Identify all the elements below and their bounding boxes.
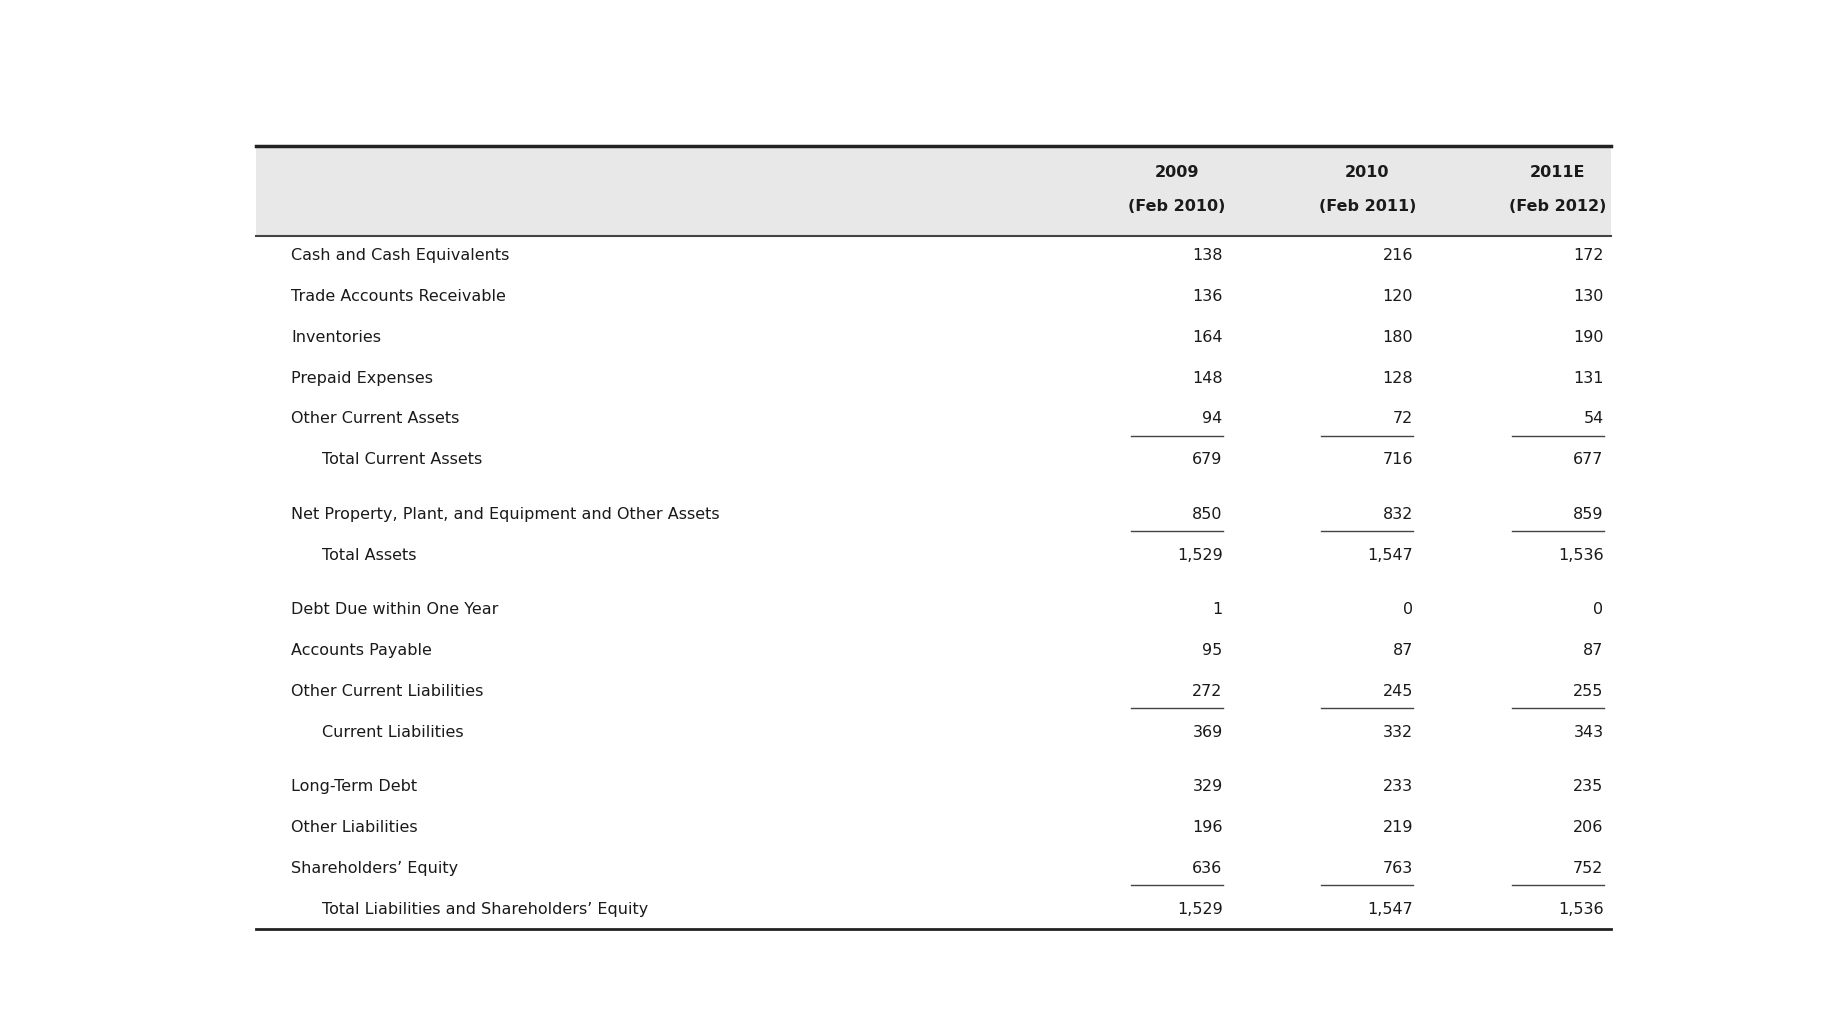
Text: 0: 0 (1402, 602, 1413, 617)
Text: Long-Term Debt: Long-Term Debt (291, 779, 417, 794)
Text: 1,529: 1,529 (1176, 547, 1222, 562)
Text: (Feb 2010): (Feb 2010) (1127, 199, 1226, 215)
Text: 850: 850 (1193, 506, 1222, 522)
Text: 1,536: 1,536 (1559, 547, 1604, 562)
Text: Total Assets: Total Assets (322, 547, 417, 562)
Text: 1,536: 1,536 (1559, 901, 1604, 916)
Text: 716: 716 (1382, 452, 1413, 467)
Text: Total Liabilities and Shareholders’ Equity: Total Liabilities and Shareholders’ Equi… (322, 901, 648, 916)
Text: 1,547: 1,547 (1368, 901, 1413, 916)
Text: 245: 245 (1382, 683, 1413, 699)
Text: 859: 859 (1573, 506, 1604, 522)
Text: 255: 255 (1573, 683, 1604, 699)
Text: 752: 752 (1573, 860, 1604, 876)
Text: Other Current Assets: Other Current Assets (291, 411, 459, 426)
Text: 636: 636 (1193, 860, 1222, 876)
Text: 233: 233 (1382, 779, 1413, 794)
Text: Other Current Liabilities: Other Current Liabilities (291, 683, 484, 699)
Text: 196: 196 (1193, 820, 1222, 835)
Text: Debt Due within One Year: Debt Due within One Year (291, 602, 499, 617)
Text: 2009: 2009 (1155, 165, 1198, 180)
Text: 180: 180 (1382, 330, 1413, 345)
Text: 369: 369 (1193, 724, 1222, 739)
Text: 164: 164 (1193, 330, 1222, 345)
Bar (255, 145, 1612, 236)
Text: 95: 95 (1202, 643, 1222, 658)
Text: 1: 1 (1213, 602, 1222, 617)
Text: 0: 0 (1593, 602, 1604, 617)
Text: Cash and Cash Equivalents: Cash and Cash Equivalents (291, 248, 510, 263)
Text: 172: 172 (1573, 248, 1604, 263)
Text: Trade Accounts Receivable: Trade Accounts Receivable (291, 289, 506, 304)
Text: 343: 343 (1573, 724, 1604, 739)
Text: 677: 677 (1573, 452, 1604, 467)
Text: 216: 216 (1382, 248, 1413, 263)
Text: 332: 332 (1382, 724, 1413, 739)
Text: Inventories: Inventories (291, 330, 381, 345)
Text: 206: 206 (1573, 820, 1604, 835)
Text: 832: 832 (1382, 506, 1413, 522)
Text: Current Liabilities: Current Liabilities (322, 724, 464, 739)
Text: Prepaid Expenses: Prepaid Expenses (291, 370, 433, 385)
Text: 329: 329 (1193, 779, 1222, 794)
Text: 763: 763 (1382, 860, 1413, 876)
Text: 272: 272 (1193, 683, 1222, 699)
Text: 120: 120 (1382, 289, 1413, 304)
Text: 94: 94 (1202, 411, 1222, 426)
Text: 87: 87 (1393, 643, 1413, 658)
Text: (Feb 2011): (Feb 2011) (1318, 199, 1417, 215)
Text: 87: 87 (1582, 643, 1604, 658)
Text: Shareholders’ Equity: Shareholders’ Equity (291, 860, 459, 876)
Text: Accounts Payable: Accounts Payable (291, 643, 432, 658)
Text: (Feb 2012): (Feb 2012) (1510, 199, 1606, 215)
Text: Other Liabilities: Other Liabilities (291, 820, 417, 835)
Text: 136: 136 (1193, 289, 1222, 304)
Text: 1,529: 1,529 (1176, 901, 1222, 916)
Text: 148: 148 (1193, 370, 1222, 385)
Text: Net Property, Plant, and Equipment and Other Assets: Net Property, Plant, and Equipment and O… (291, 506, 719, 522)
Text: 130: 130 (1573, 289, 1604, 304)
Text: 138: 138 (1193, 248, 1222, 263)
Text: 2011E: 2011E (1530, 165, 1586, 180)
Text: 128: 128 (1382, 370, 1413, 385)
Text: 131: 131 (1573, 370, 1604, 385)
Text: 219: 219 (1382, 820, 1413, 835)
Text: 190: 190 (1573, 330, 1604, 345)
Text: 235: 235 (1573, 779, 1604, 794)
Text: 2010: 2010 (1346, 165, 1389, 180)
Text: Total Current Assets: Total Current Assets (322, 452, 483, 467)
Text: 1,547: 1,547 (1368, 547, 1413, 562)
Text: 54: 54 (1584, 411, 1604, 426)
Text: 679: 679 (1193, 452, 1222, 467)
Text: 72: 72 (1393, 411, 1413, 426)
